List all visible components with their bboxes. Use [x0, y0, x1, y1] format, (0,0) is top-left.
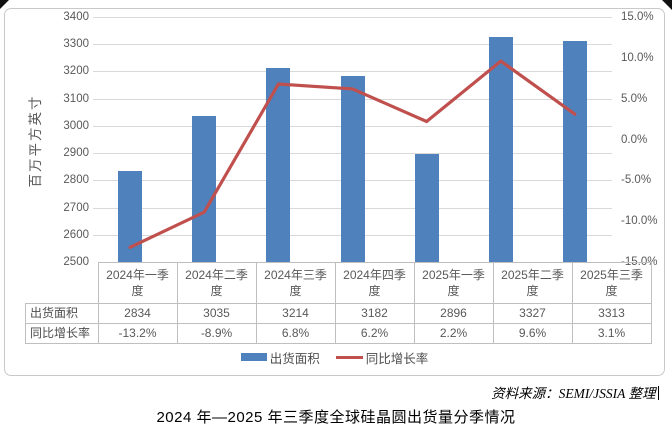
- shipment-bar-6: [489, 37, 513, 262]
- left-axis-tick: 3000: [63, 120, 89, 132]
- table-row-header: 出货面积: [25, 303, 99, 324]
- table-category-header: 2024年二季度: [176, 262, 257, 304]
- page-corner-artifact-right: [662, 0, 672, 10]
- table-cell: 3.1%: [571, 323, 652, 344]
- right-axis-tick: 10.0%: [621, 52, 654, 64]
- right-axis-tick: 15.0%: [621, 11, 654, 23]
- text-cursor: [657, 386, 659, 400]
- table-cell: 3327: [492, 303, 573, 324]
- chart-object[interactable]: 百万平方英寸 3400 3300 3200 3100 3000 2900 2800 2700 2…: [4, 8, 665, 376]
- table-cell: 2.2%: [413, 323, 494, 344]
- y-axis-title: 百万平方英寸: [28, 94, 43, 188]
- source-note: 资料来源：SEMI/JSSIA 整理: [491, 382, 659, 401]
- left-axis-tick: 3200: [63, 65, 89, 77]
- left-axis-tick: 2800: [63, 174, 89, 186]
- legend-line-label: 同比增长率: [365, 351, 429, 366]
- table-category-header: 2024年四季度: [334, 262, 415, 304]
- legend-bar-swatch-icon: [240, 353, 267, 361]
- table-cell: 2896: [413, 303, 494, 324]
- page-corner-artifact-left: [0, 0, 9, 9]
- table-cell: 3313: [571, 303, 652, 324]
- gridline: [93, 44, 612, 46]
- growth-rate-line: [128, 59, 577, 249]
- table-cell: 6.8%: [255, 323, 336, 344]
- table-cell: 9.6%: [492, 323, 573, 344]
- shipment-bar-7: [563, 41, 587, 262]
- data-table: 2024年一季度 2024年二季度 2024年三季度 2024年四季度 2025年一季度…: [25, 262, 652, 344]
- table-category-header: 2025年三季度: [571, 262, 652, 304]
- right-axis-tick: -5.0%: [621, 174, 652, 186]
- table-category-header: 2025年一季度: [413, 262, 494, 304]
- table-cell: 2834: [97, 303, 178, 324]
- table-row: 出货面积 2834 3035 3214 3182 2896 3327 3313: [25, 303, 652, 324]
- shipment-bar-4: [341, 76, 365, 262]
- gridline: [93, 17, 612, 18]
- table-cell: -13.2%: [97, 323, 178, 344]
- table-corner-cell: [25, 262, 99, 304]
- left-axis-tick: 3100: [63, 93, 89, 105]
- table-category-header: 2025年二季度: [492, 262, 573, 304]
- table-row: 同比增长率 -13.2% -8.9% 6.8% 6.2% 2.2% 9.6% 3.1%: [25, 323, 652, 344]
- right-axis-tick: 0.0%: [621, 134, 648, 146]
- left-axis-tick: 2600: [63, 229, 89, 241]
- left-axis-tick: 2700: [63, 202, 89, 214]
- table-cell: 6.2%: [334, 323, 415, 344]
- table-category-header: 2024年三季度: [255, 262, 336, 304]
- left-axis-tick: 2900: [63, 147, 89, 159]
- left-axis-tick: 3300: [63, 38, 89, 50]
- table-category-header: 2024年一季度: [97, 262, 178, 304]
- table-cell: -8.9%: [176, 323, 257, 344]
- shipment-bar-5: [415, 154, 439, 262]
- chart-legend: 出货面积 同比增长率: [5, 349, 664, 366]
- table-cell: 3214: [255, 303, 336, 324]
- legend-bar-label: 出货面积: [269, 351, 320, 366]
- table-row-header: 同比增长率: [25, 323, 99, 344]
- chart-caption: 2024 年—2025 年三季度全球硅晶圆出货量分季情况: [156, 409, 516, 426]
- right-axis-tick: 5.0%: [621, 93, 648, 105]
- gridline: [93, 71, 612, 73]
- shipment-bar-2: [192, 116, 216, 262]
- table-cell: 3182: [334, 303, 415, 324]
- legend-line-swatch-icon: [335, 355, 363, 359]
- left-axis-tick: 3400: [63, 11, 89, 23]
- table-cell: 3035: [176, 303, 257, 324]
- right-axis-tick: -10.0%: [621, 215, 658, 227]
